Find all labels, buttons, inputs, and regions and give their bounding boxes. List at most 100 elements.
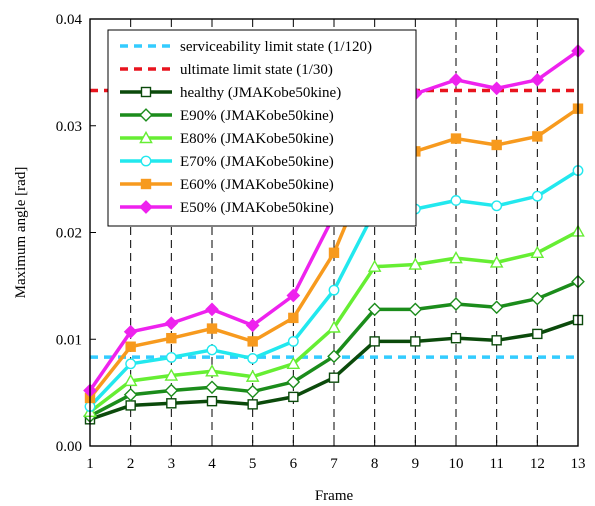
data-point — [491, 200, 503, 212]
data-point — [369, 336, 380, 347]
data-point — [530, 245, 545, 258]
y-tick-label: 0.02 — [56, 226, 82, 242]
data-point — [123, 324, 138, 339]
legend: serviceability limit state (1/120) ultima… — [107, 29, 417, 227]
series — [83, 274, 585, 423]
x-tick-label: 2 — [127, 456, 135, 472]
data-point — [245, 384, 260, 399]
x-tick-label: 13 — [571, 456, 586, 472]
data-point — [450, 332, 462, 344]
data-point — [164, 368, 179, 381]
data-point — [367, 259, 382, 272]
data-point — [408, 302, 423, 317]
data-point — [123, 387, 138, 402]
legend-label: serviceability limit state (1/120) — [180, 39, 372, 55]
data-point — [408, 257, 423, 270]
legend-item: E90% (JMAKobe50kine) — [120, 108, 334, 124]
x-tick-label: 11 — [489, 456, 503, 472]
data-point — [247, 399, 258, 410]
data-point — [139, 108, 153, 122]
data-point — [165, 351, 177, 363]
data-point — [328, 372, 340, 383]
data-point — [205, 364, 219, 377]
data-point — [206, 344, 218, 356]
data-point — [449, 297, 463, 311]
legend-label: E80% (JMAKobe50kine) — [180, 131, 334, 147]
data-point — [367, 302, 382, 317]
data-point — [530, 291, 545, 306]
data-point — [450, 195, 462, 206]
data-point — [287, 335, 299, 347]
x-tick-label: 4 — [208, 456, 216, 472]
data-point — [125, 358, 137, 370]
data-point — [245, 318, 260, 333]
x-tick-label: 10 — [449, 456, 464, 472]
data-point — [288, 312, 299, 324]
data-point — [245, 369, 260, 382]
data-point — [125, 400, 136, 411]
legend-item: healthy (JMAKobe50kine) — [120, 85, 341, 101]
data-point — [449, 73, 463, 87]
data-point — [286, 288, 301, 303]
legend-label: E50% (JMAKobe50kine) — [180, 200, 334, 216]
y-tick-label: 0.03 — [56, 119, 82, 135]
data-point — [206, 323, 218, 334]
y-axis-ticks: 0.00 0.01 0.02 0.03 0.04 — [56, 12, 96, 455]
y-tick-label: 0.04 — [56, 12, 83, 28]
data-point — [531, 190, 543, 202]
x-tick-label: 6 — [290, 456, 298, 472]
y-axis-label: Maximum angle [rad] — [13, 167, 29, 299]
legend-label: E90% (JMAKobe50kine) — [180, 108, 334, 124]
legend-item: serviceability limit state (1/120) — [120, 39, 372, 55]
x-tick-label: 12 — [530, 456, 545, 472]
legend-label: E60% (JMAKobe50kine) — [180, 177, 334, 193]
legend-label: ultimate limit state (1/30) — [180, 62, 333, 78]
data-point — [164, 316, 179, 331]
legend-label: E70% (JMAKobe50kine) — [180, 154, 334, 170]
data-point — [489, 300, 504, 315]
data-point — [125, 341, 136, 352]
x-tick-label: 9 — [412, 456, 420, 472]
data-point — [328, 284, 340, 296]
data-point — [123, 373, 138, 387]
x-tick-label: 1 — [86, 456, 94, 472]
data-point — [247, 353, 259, 364]
data-point — [140, 86, 152, 98]
legend-item: E70% (JMAKobe50kine) — [120, 154, 334, 170]
data-point — [532, 131, 543, 142]
x-axis-ticks: 1 2 3 4 5 6 7 8 9 10 11 12 13 — [86, 440, 586, 472]
legend-items: serviceability limit state (1/120) ultima… — [120, 39, 372, 216]
x-tick-label: 7 — [330, 456, 338, 472]
data-point — [166, 332, 177, 344]
series — [84, 165, 584, 412]
y-tick-label: 0.01 — [56, 332, 82, 348]
data-point — [532, 328, 543, 340]
data-point — [410, 336, 421, 347]
data-point — [530, 73, 545, 87]
legend-label: healthy (JMAKobe50kine) — [180, 85, 341, 101]
data-point — [286, 375, 301, 389]
data-point — [139, 130, 153, 144]
x-axis-label: Frame — [315, 488, 354, 504]
y-tick-label: 0.00 — [56, 439, 82, 455]
data-point — [205, 302, 219, 317]
x-tick-label: 8 — [371, 456, 379, 472]
legend-box — [107, 29, 417, 227]
data-point — [491, 335, 502, 346]
data-point — [327, 349, 341, 364]
data-point — [286, 356, 301, 370]
data-point — [247, 336, 258, 347]
data-point — [489, 255, 504, 268]
data-point — [164, 383, 179, 398]
data-point — [491, 139, 502, 151]
data-point — [288, 391, 299, 403]
data-point — [166, 398, 177, 409]
data-point — [489, 81, 504, 96]
x-tick-label: 3 — [168, 456, 176, 472]
legend-item: E80% (JMAKobe50kine) — [120, 130, 334, 147]
legend-item: ultimate limit state (1/30) — [120, 62, 333, 78]
legend-item: E60% (JMAKobe50kine) — [120, 177, 334, 193]
data-point — [140, 155, 152, 167]
x-tick-label: 5 — [249, 456, 257, 472]
